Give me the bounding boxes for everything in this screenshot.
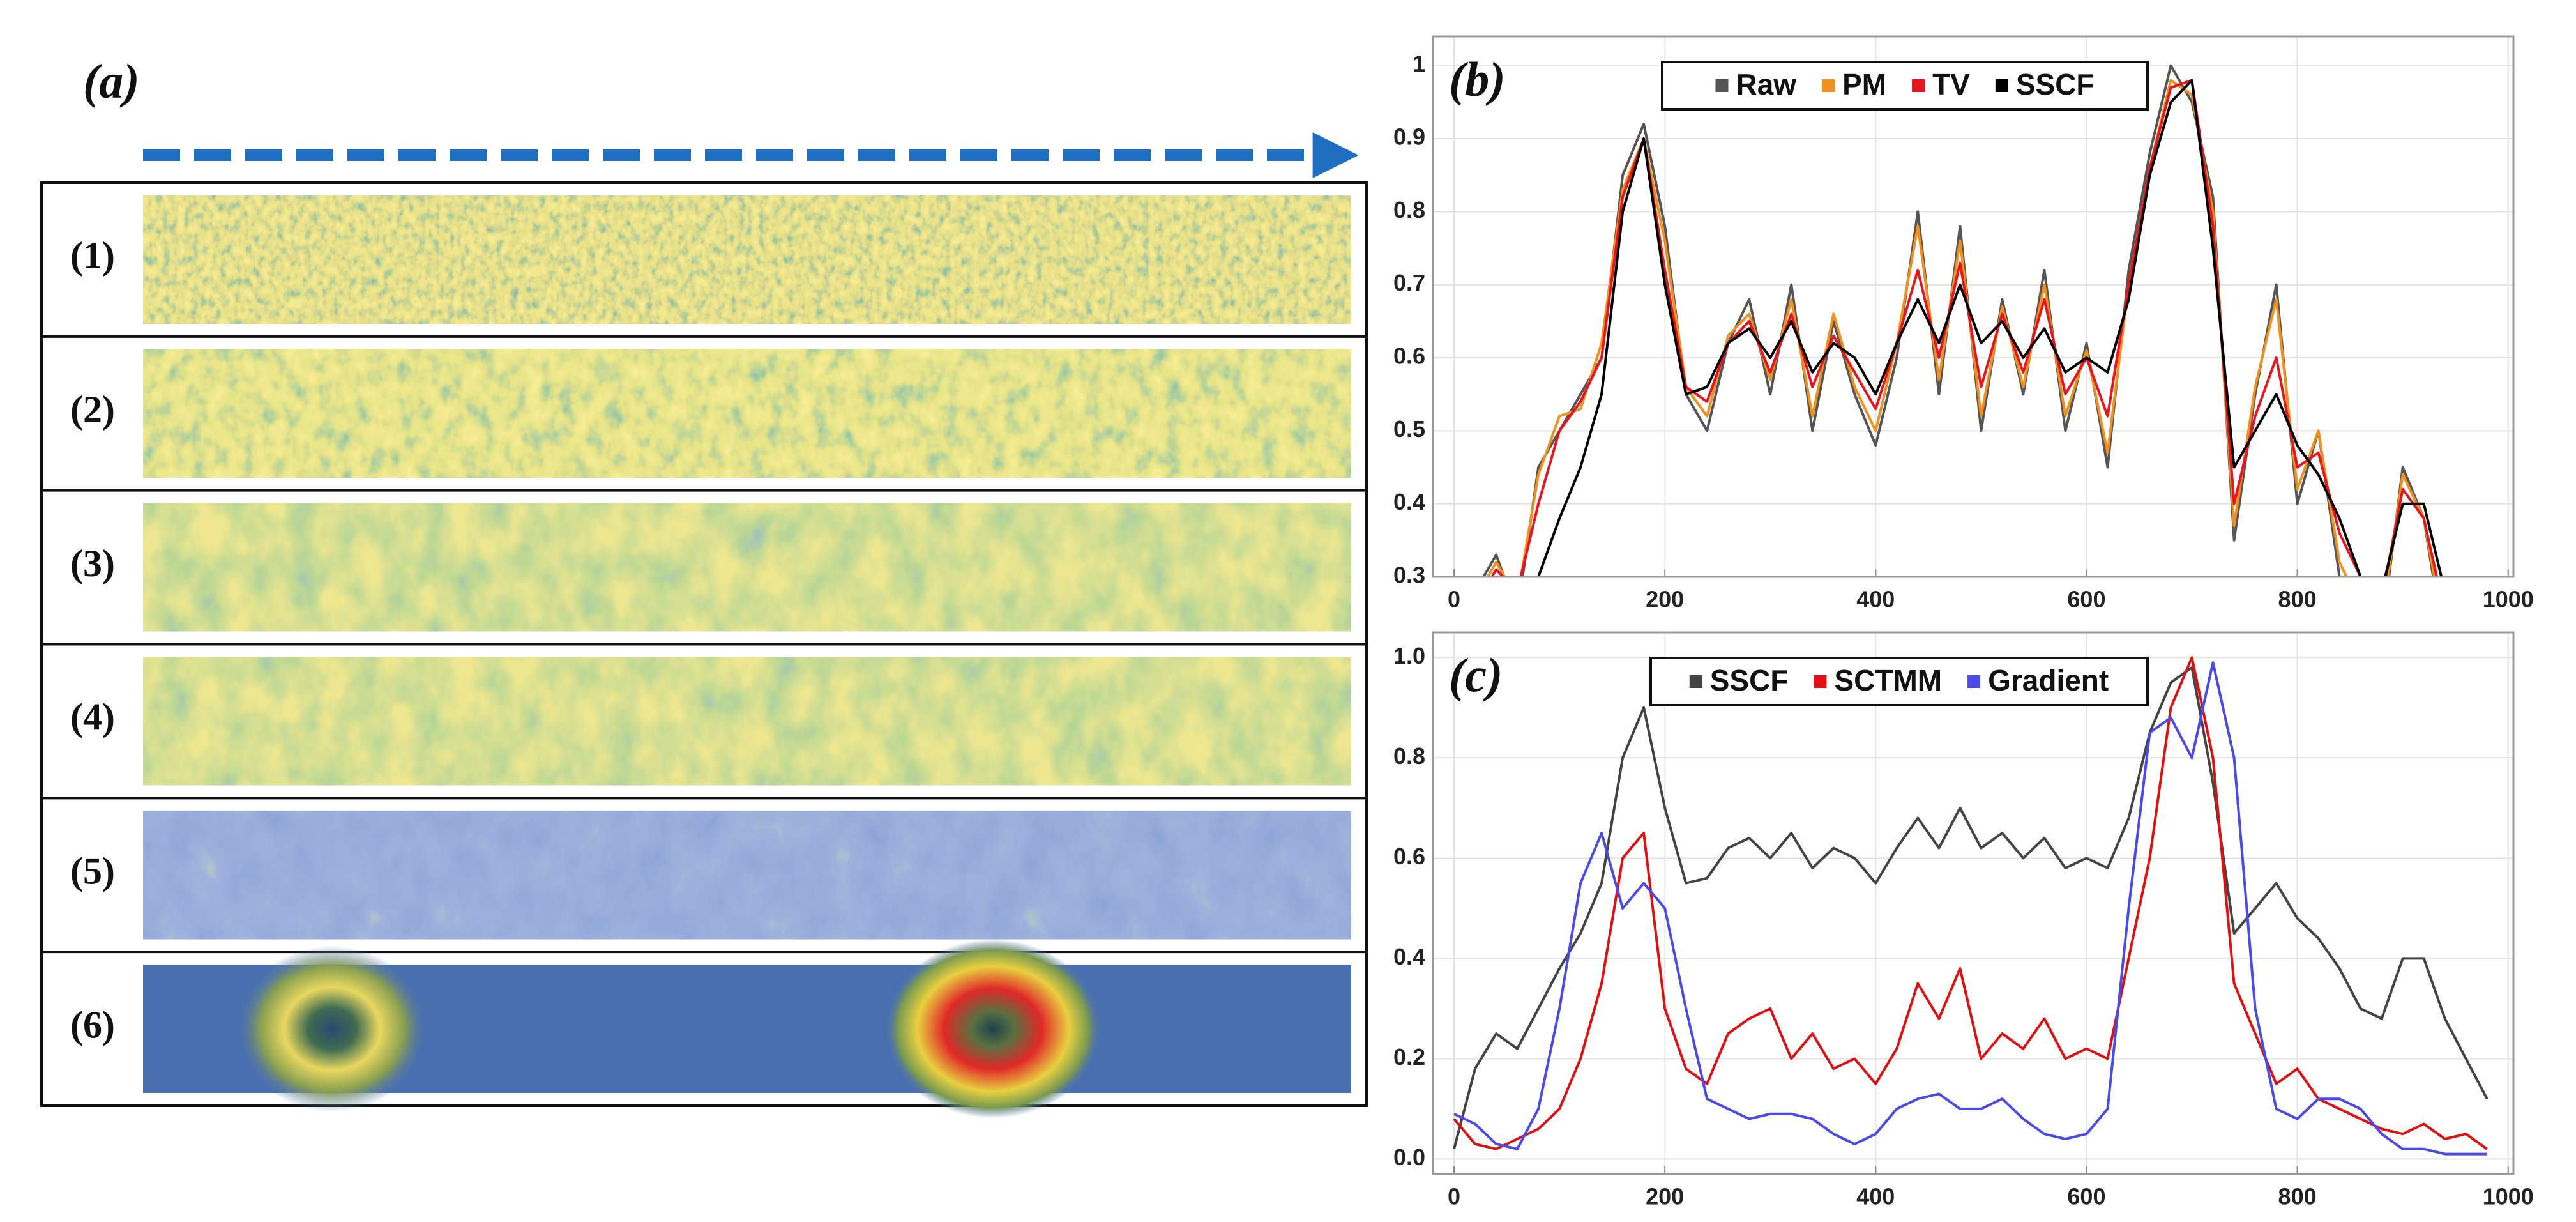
x-tick-label: 800	[2278, 586, 2317, 613]
legend: Raw PM TV SSCF	[1661, 61, 2149, 111]
panel-a: (a) (1) (2) (3) (4) (5) (6)	[40, 54, 1368, 1119]
strip-image	[143, 349, 1351, 478]
row-label: (3)	[70, 542, 115, 584]
chart: 0.3 0.4 0.5 0.6 0.7 0.8 0.9 1 0 200 400 600 800 1000 (…	[1393, 35, 2534, 613]
legend-frame	[1661, 61, 2149, 111]
strip-image	[143, 657, 1351, 786]
row-label: (5)	[70, 850, 115, 892]
x-tick-label: 600	[2067, 1184, 2105, 1210]
y-tick-label: 0.9	[1393, 124, 1425, 150]
legend-swatch	[1822, 79, 1835, 92]
y-tick-label: 0.6	[1393, 843, 1425, 869]
series-line	[1536, 79, 2443, 577]
series-line	[1453, 666, 2489, 1150]
legend-swatch	[1715, 79, 1729, 92]
row-label: (2)	[70, 388, 115, 431]
legend-label: PM	[1842, 68, 1886, 101]
legend-swatch	[1814, 675, 1827, 688]
panel-label: (c)	[1449, 648, 1503, 702]
x-tick-label: 0	[1448, 1184, 1460, 1210]
y-tick-label: 0.4	[1393, 489, 1425, 515]
y-tick-label: 0.3	[1393, 562, 1425, 588]
x-tick-label: 400	[1856, 1184, 1895, 1210]
strip-image	[143, 811, 1351, 940]
legend-label: SSCF	[1710, 664, 1789, 697]
y-tick-label: 0.8	[1393, 743, 1425, 769]
y-tick-label: 0.0	[1393, 1144, 1425, 1170]
chart: 0.0 0.2 0.4 0.6 0.8 1.0 0 200 400 600 800 1000 (c) SS…	[1393, 631, 2534, 1210]
plot-frame	[1432, 631, 2515, 1175]
x-tick-label: 400	[1856, 586, 1895, 613]
y-tick-label: 0.4	[1393, 943, 1425, 970]
legend-label: TV	[1932, 68, 1970, 101]
y-tick-label: 1.0	[1393, 643, 1425, 669]
legend-label: SCTMM	[1834, 664, 1942, 697]
legend: SSCF SCTMM Gradient	[1649, 657, 2149, 706]
legend-label: Raw	[1736, 68, 1796, 101]
y-tick-label: 0.8	[1393, 197, 1425, 223]
x-tick-label: 800	[2278, 1184, 2317, 1210]
panel-label: (b)	[1449, 52, 1506, 106]
plot-background	[1433, 36, 2513, 577]
x-tick-label: 1000	[2483, 1184, 2534, 1210]
x-tick-label: 200	[1646, 1184, 1684, 1210]
y-tick-label: 0.6	[1393, 343, 1425, 369]
y-tick-label: 0.2	[1393, 1044, 1425, 1070]
legend-swatch	[1912, 79, 1925, 92]
legend-label: Gradient	[1988, 664, 2109, 697]
legend-swatch	[1995, 79, 2008, 92]
ring	[236, 945, 428, 1112]
plot-background	[1433, 632, 2513, 1174]
legend-swatch	[1689, 675, 1702, 688]
legend-swatch	[1967, 675, 1981, 688]
y-tick-label: 0.5	[1393, 416, 1425, 442]
y-tick-label: 1	[1413, 50, 1425, 77]
x-tick-label: 600	[2067, 586, 2105, 613]
x-tick-label: 1000	[2483, 586, 2534, 613]
series-line	[1490, 79, 2439, 577]
ring	[884, 939, 1102, 1119]
y-tick-label: 0.7	[1393, 270, 1425, 296]
row-label: (4)	[70, 696, 115, 738]
legend-frame	[1649, 657, 2149, 706]
row-label: (1)	[70, 234, 115, 277]
plot-frame	[1432, 35, 2515, 578]
x-tick-label: 200	[1646, 586, 1684, 613]
panel-label: (a)	[83, 54, 140, 108]
series-line	[1453, 656, 2488, 1150]
strip-image	[143, 503, 1351, 632]
legend-label: SSCF	[2016, 68, 2095, 101]
series-line	[1453, 661, 2487, 1156]
x-tick-label: 0	[1448, 586, 1460, 613]
row-label: (6)	[70, 1004, 115, 1046]
strip-image	[143, 195, 1351, 324]
